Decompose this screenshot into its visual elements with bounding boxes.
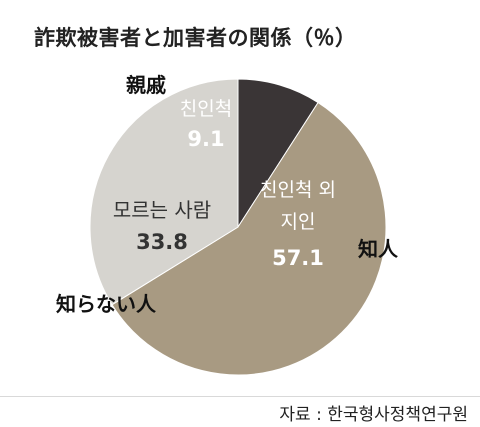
source-divider bbox=[0, 396, 480, 397]
slice-label: 친인척 bbox=[180, 98, 232, 120]
pie-slice bbox=[111, 101, 387, 376]
slice-value: 57.1 bbox=[272, 246, 324, 270]
slice-value: 9.1 bbox=[187, 127, 224, 151]
pie-slice bbox=[237, 78, 319, 229]
slice-label: 지인 bbox=[281, 211, 316, 233]
slice-annotation: 知人 bbox=[358, 237, 399, 261]
chart-title: 詐欺被害者と加害者の関係（％） bbox=[34, 26, 357, 50]
slice-annotation: 親戚 bbox=[126, 73, 166, 97]
source-credit: 자료 : 한국형사정책연구원 bbox=[279, 405, 468, 425]
pie-slice bbox=[89, 78, 239, 306]
slice-value: 33.8 bbox=[136, 230, 188, 254]
slice-label: 친인척 외 bbox=[260, 179, 336, 201]
slice-annotation: 知らない人 bbox=[56, 292, 157, 316]
slice-label: 모르는 사람 bbox=[113, 198, 211, 222]
